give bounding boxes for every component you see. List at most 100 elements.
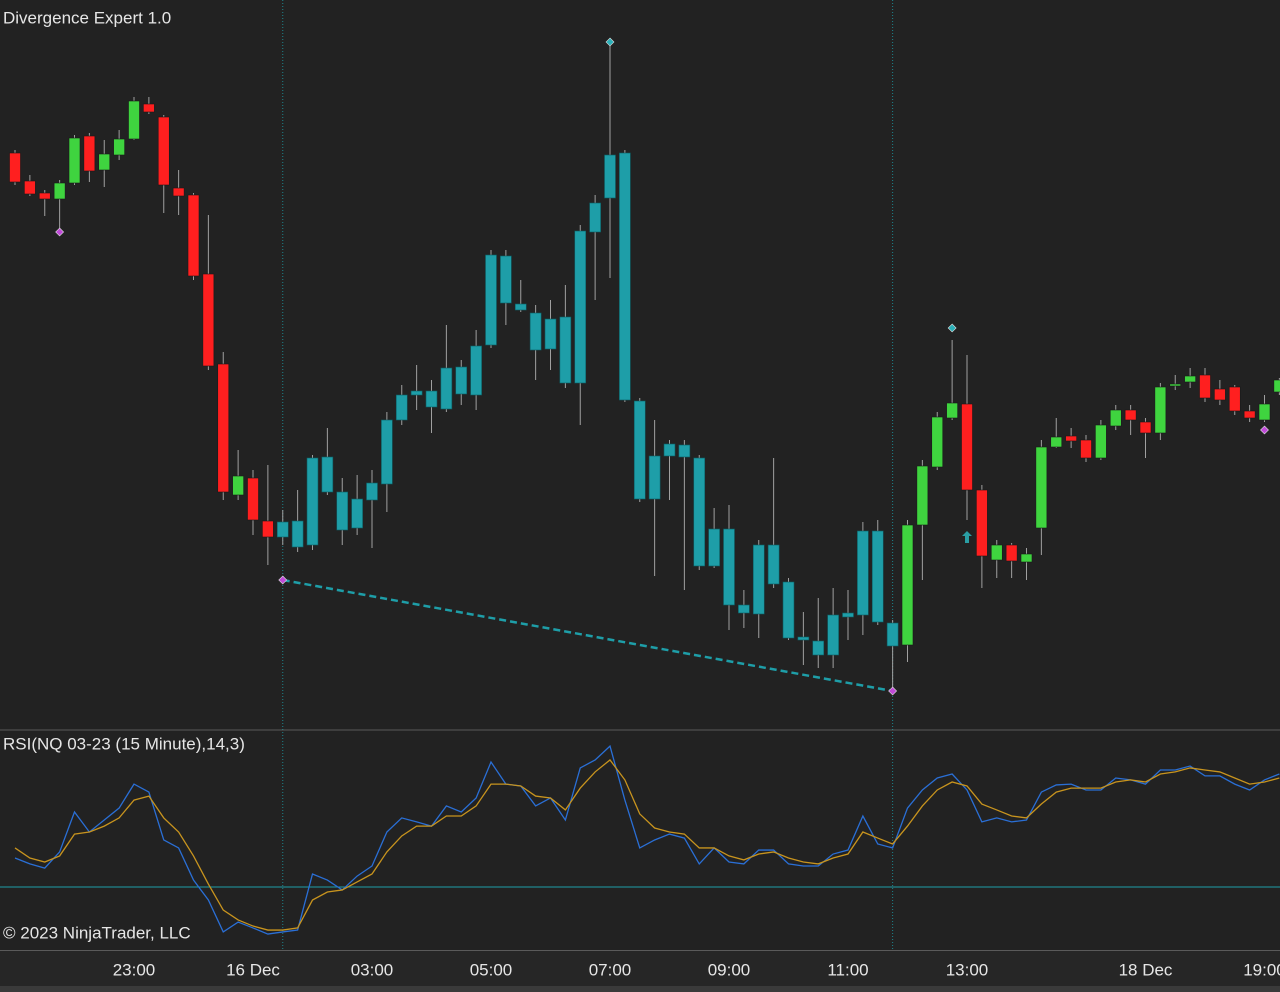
candle-body xyxy=(336,491,349,531)
candle-body xyxy=(1184,375,1196,383)
candle-body xyxy=(663,443,676,457)
candle-body xyxy=(604,154,616,199)
candle-body xyxy=(9,152,21,183)
candle-body xyxy=(53,182,66,200)
candle-body xyxy=(440,367,453,410)
candle-body xyxy=(425,390,438,408)
candle-body xyxy=(619,152,631,401)
candle-body xyxy=(782,581,795,639)
x-tick-label: 11:00 xyxy=(827,960,868,979)
candle-body xyxy=(68,137,81,184)
candle-body xyxy=(976,489,988,557)
candle-body xyxy=(1080,439,1092,459)
x-axis-panel xyxy=(0,951,1280,992)
candle-body xyxy=(381,419,393,485)
candle-body xyxy=(410,390,423,396)
candle-body xyxy=(143,103,155,113)
x-tick-label: 18 Dec xyxy=(1119,960,1173,979)
candle-body xyxy=(1258,403,1271,421)
candle-body xyxy=(857,530,869,616)
candle-body xyxy=(187,194,200,277)
candle-body xyxy=(693,457,706,567)
x-tick-label: 05:00 xyxy=(470,960,513,979)
candle-body xyxy=(812,640,825,656)
candle-body xyxy=(1050,436,1063,448)
scrollbar xyxy=(0,986,1280,992)
candle-body xyxy=(172,187,185,197)
copyright: © 2023 NinjaTrader, LLC xyxy=(3,923,191,942)
candle-body xyxy=(202,273,215,367)
candle-body xyxy=(366,482,378,501)
candle-body xyxy=(1124,409,1137,421)
candle-body xyxy=(589,202,601,233)
candle-body xyxy=(1139,421,1152,434)
candle-body xyxy=(1228,386,1241,412)
candle-body xyxy=(157,116,170,186)
candle-body xyxy=(871,530,884,623)
signal-arrow xyxy=(962,531,972,543)
candle-body xyxy=(1095,424,1107,459)
candle-body xyxy=(797,636,810,641)
candle-body xyxy=(990,544,1003,561)
candle-body xyxy=(83,135,96,172)
candle-body xyxy=(1273,379,1280,393)
candle-body xyxy=(128,100,140,140)
candle-body xyxy=(1199,374,1211,399)
candle-body xyxy=(24,180,36,195)
candle-body xyxy=(961,403,973,491)
x-tick-label: 19:00 xyxy=(1243,960,1280,979)
candle-body xyxy=(738,604,750,614)
candle-body xyxy=(1109,409,1122,427)
pivot-marker xyxy=(947,323,957,333)
candle-body xyxy=(916,465,929,526)
candle-body xyxy=(217,363,230,493)
candle-body xyxy=(544,318,557,350)
pivot-marker xyxy=(888,686,898,696)
candle-body xyxy=(321,456,334,493)
chart-title: Divergence Expert 1.0 xyxy=(3,8,171,27)
candle-body xyxy=(500,255,512,304)
candle-body xyxy=(708,528,720,567)
pivot-marker xyxy=(278,575,288,585)
x-tick-label: 13:00 xyxy=(946,960,989,979)
divergence-line xyxy=(282,578,893,693)
candle-body xyxy=(678,444,691,458)
candle-body xyxy=(574,230,587,384)
x-tick-label: 09:00 xyxy=(708,960,751,979)
candle-body xyxy=(827,614,839,656)
candle-body xyxy=(946,402,958,419)
candle-body xyxy=(1214,388,1226,401)
candle-body xyxy=(485,254,497,346)
pivot-marker xyxy=(1260,425,1269,435)
indicator-title: RSI(NQ 03-23 (15 Minute),14,3) xyxy=(3,734,245,753)
candle-body xyxy=(395,394,408,421)
rsi-line xyxy=(14,759,1280,931)
candle-body xyxy=(1154,386,1167,434)
candle-body xyxy=(276,521,289,538)
candle-body xyxy=(1035,446,1048,529)
candle-body xyxy=(291,520,304,548)
candle-body xyxy=(455,366,468,395)
pivot-marker xyxy=(605,37,615,47)
x-tick-label: 03:00 xyxy=(351,960,394,979)
candle-body xyxy=(1243,410,1256,419)
candle-body xyxy=(723,528,735,606)
candle-body xyxy=(767,544,780,585)
candle-body xyxy=(559,316,572,384)
candle-body xyxy=(306,457,319,546)
candle-body xyxy=(1169,383,1182,387)
x-tick-label: 07:00 xyxy=(589,960,632,979)
candle-body xyxy=(514,303,527,311)
candle-body xyxy=(262,520,274,538)
candle-body xyxy=(752,544,765,615)
x-tick-label: 16 Dec xyxy=(226,960,280,979)
candle-body xyxy=(351,498,363,529)
x-tick-label: 23:00 xyxy=(113,960,156,979)
candle-body xyxy=(1020,553,1033,563)
candle-body xyxy=(113,138,125,156)
candle-body xyxy=(901,524,914,646)
candle-body xyxy=(470,345,482,396)
pivot-marker xyxy=(55,227,65,237)
